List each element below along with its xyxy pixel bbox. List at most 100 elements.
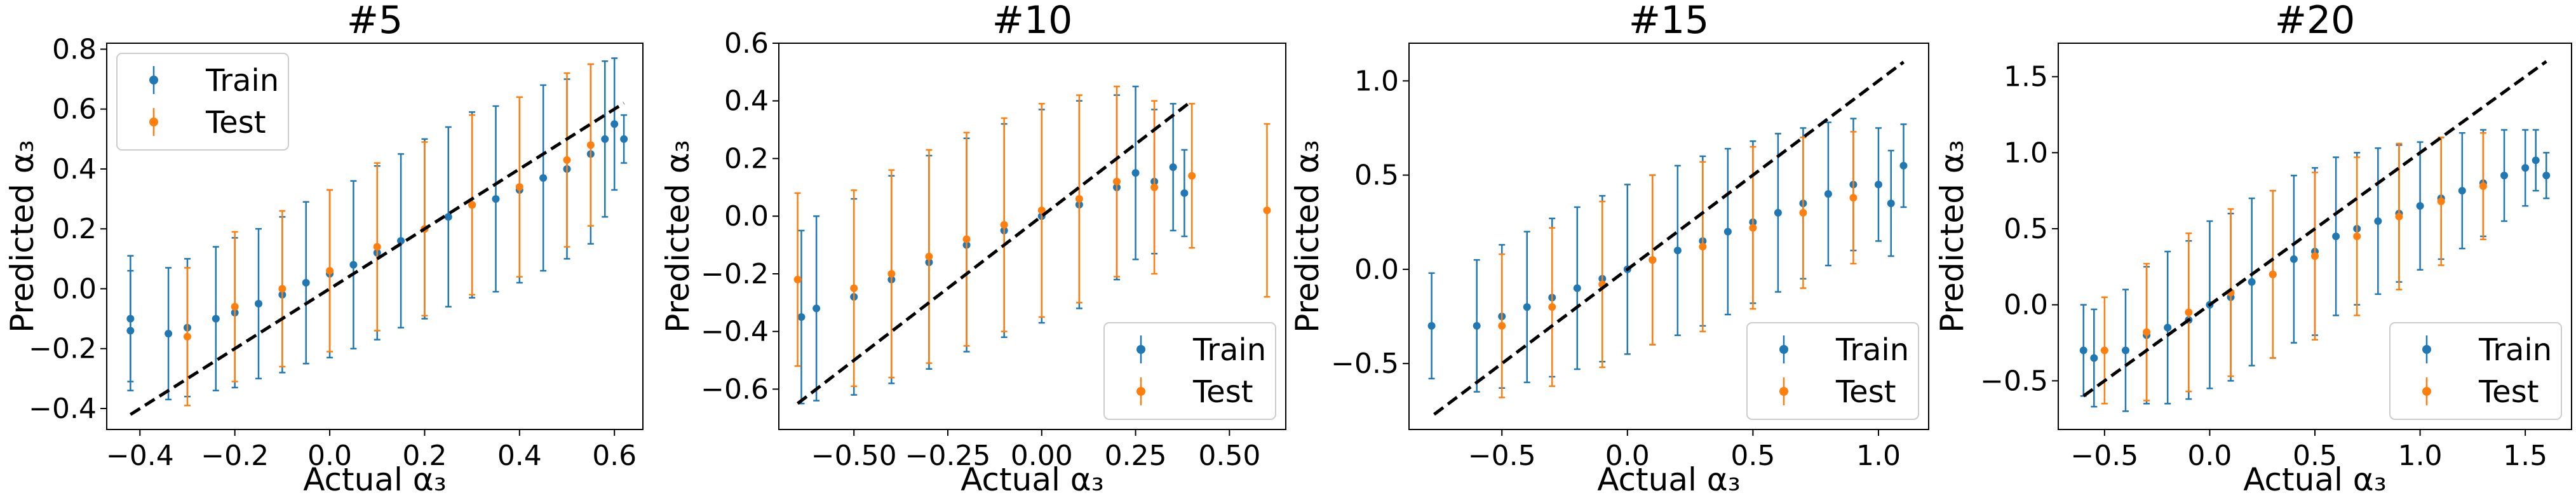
data-point bbox=[1548, 303, 1556, 311]
x-tick-label: 0.5 bbox=[2293, 440, 2337, 472]
data-point bbox=[1649, 256, 1657, 264]
data-point bbox=[2311, 252, 2319, 260]
data-point bbox=[326, 267, 334, 275]
legend: Train Test bbox=[2389, 322, 2562, 420]
data-point bbox=[1263, 206, 1271, 215]
data-point bbox=[2395, 212, 2403, 220]
data-point bbox=[126, 327, 135, 335]
identity-line bbox=[130, 102, 625, 416]
data-point bbox=[2121, 346, 2129, 355]
x-tick-label: −0.5 bbox=[2070, 440, 2138, 472]
data-point bbox=[373, 243, 381, 251]
data-point bbox=[468, 201, 476, 209]
data-layer bbox=[126, 57, 628, 416]
data-layer bbox=[793, 85, 1271, 405]
data-layer bbox=[1427, 60, 1908, 416]
y-tick-label: 0.2 bbox=[724, 142, 769, 175]
data-point bbox=[620, 135, 628, 143]
data-point bbox=[444, 213, 452, 221]
data-point bbox=[962, 235, 971, 243]
data-point bbox=[2353, 233, 2361, 240]
data-point bbox=[1573, 284, 1581, 292]
chart-title: #5 bbox=[347, 0, 403, 43]
data-point bbox=[1113, 177, 1121, 186]
data-point bbox=[1749, 224, 1757, 232]
data-point bbox=[1000, 220, 1008, 229]
legend-marker bbox=[2422, 345, 2431, 354]
data-point bbox=[1150, 183, 1159, 191]
data-point bbox=[2185, 308, 2193, 316]
data-point bbox=[1824, 190, 1832, 198]
data-point bbox=[1473, 321, 1481, 330]
data-point bbox=[1799, 208, 1807, 217]
data-point bbox=[515, 183, 523, 191]
legend-marker bbox=[2422, 387, 2431, 396]
x-tick-label: 0.50 bbox=[1198, 440, 1260, 472]
axes-frame bbox=[778, 43, 1286, 430]
data-point bbox=[563, 156, 571, 164]
axes-frame bbox=[1408, 43, 1929, 430]
data-point bbox=[793, 276, 802, 284]
data-point bbox=[255, 300, 263, 308]
y-tick-label: 0.6 bbox=[724, 27, 769, 60]
y-tick-label: 0.8 bbox=[52, 33, 97, 65]
data-point bbox=[1723, 227, 1732, 236]
x-tick-label: 0.6 bbox=[592, 440, 637, 472]
legend: Train Test bbox=[116, 53, 289, 151]
x-axis-label: Actual α₃ bbox=[1597, 461, 1741, 498]
x-tick-label: 1.5 bbox=[2503, 440, 2547, 472]
data-point bbox=[1180, 189, 1189, 197]
data-layer bbox=[2079, 60, 2551, 412]
identity-line bbox=[797, 99, 1193, 405]
y-axis-label: Predicted α₃ bbox=[659, 140, 696, 333]
y-tick-label: 0.0 bbox=[2004, 289, 2048, 321]
chart-title: #20 bbox=[2275, 0, 2356, 43]
legend-box bbox=[1746, 322, 1919, 420]
data-point bbox=[610, 120, 619, 128]
data-point bbox=[2332, 233, 2340, 240]
legend-box bbox=[116, 53, 289, 151]
x-tick-label: −0.4 bbox=[106, 440, 174, 472]
y-tick-label: 0.0 bbox=[1354, 253, 1399, 286]
x-tick-label: 0.25 bbox=[1105, 440, 1167, 472]
data-point bbox=[2090, 354, 2098, 362]
data-point bbox=[2521, 164, 2530, 172]
data-point bbox=[2164, 323, 2172, 332]
x-tick-label: 0.2 bbox=[402, 440, 447, 472]
y-tick-label: −0.2 bbox=[29, 333, 97, 365]
data-point bbox=[1131, 169, 1140, 177]
y-tick-label: 1.0 bbox=[2004, 137, 2048, 169]
panel-4: −0.5 0.0 0.5 1.0 1.5 −0.5 0.0 0.5 1.0 1.5 #20 Actua… bbox=[1934, 0, 2572, 498]
y-tick-label: 0.0 bbox=[724, 200, 769, 233]
data-point bbox=[2437, 197, 2445, 205]
data-point bbox=[1899, 161, 1908, 170]
data-point bbox=[165, 330, 173, 338]
series-test bbox=[1498, 131, 1858, 398]
y-axis-label: Predicted α₃ bbox=[4, 140, 41, 333]
legend-label: Test bbox=[1192, 374, 1253, 410]
data-point bbox=[278, 285, 287, 293]
x-tick-label: −0.5 bbox=[1468, 440, 1536, 472]
y-tick-label: −0.2 bbox=[701, 258, 769, 290]
panel-3: −0.5 0.0 0.5 1.0 −0.5 0.0 0.5 1.0 #15 Actual α₃ Pr… bbox=[1289, 0, 1929, 498]
x-tick-label: 1.0 bbox=[2398, 440, 2443, 472]
x-axis-label: Actual α₃ bbox=[303, 461, 447, 498]
x-axis-label: Actual α₃ bbox=[961, 461, 1104, 498]
data-point bbox=[231, 302, 239, 311]
legend-marker bbox=[1779, 387, 1788, 396]
x-tick-label: 0.5 bbox=[1730, 440, 1775, 472]
x-tick-label: −0.25 bbox=[905, 440, 991, 472]
data-point bbox=[2374, 217, 2382, 226]
y-tick-label: −0.5 bbox=[1980, 365, 2048, 397]
data-point bbox=[850, 284, 858, 292]
data-point bbox=[1874, 180, 1882, 189]
data-point bbox=[2458, 187, 2466, 195]
data-point bbox=[797, 313, 806, 321]
data-point bbox=[601, 135, 609, 143]
legend-marker bbox=[1136, 345, 1145, 354]
data-point bbox=[2532, 156, 2540, 165]
data-point bbox=[1523, 303, 1531, 311]
data-point bbox=[1774, 208, 1782, 217]
data-point bbox=[813, 304, 821, 313]
x-tick-label: 0.0 bbox=[1605, 440, 1650, 472]
